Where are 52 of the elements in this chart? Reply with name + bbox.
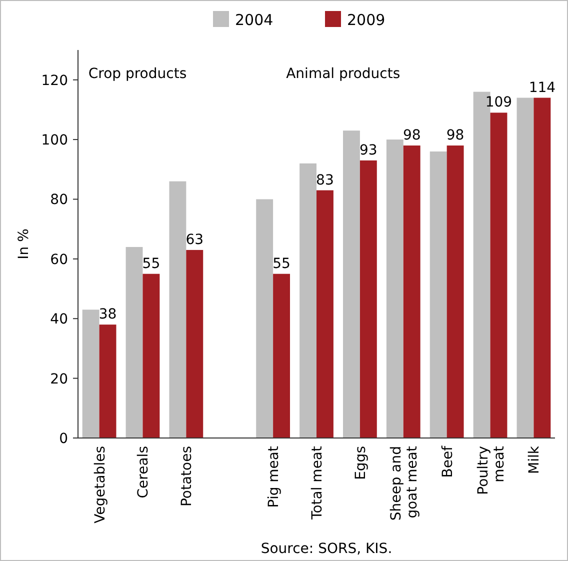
y-tick-label: 80 <box>50 192 68 208</box>
annotation: Animal products <box>286 66 400 82</box>
x-tick-label: Beef <box>440 444 456 478</box>
bar <box>142 274 160 438</box>
bar <box>169 181 186 438</box>
legend-label: 2009 <box>347 11 386 29</box>
bar <box>82 310 100 438</box>
bar <box>446 146 464 438</box>
bar <box>386 140 404 438</box>
x-tick-label: Potatoes <box>179 446 196 507</box>
y-tick-label: 100 <box>41 132 68 149</box>
bar <box>300 163 316 438</box>
bar <box>186 250 204 438</box>
bar <box>126 246 143 438</box>
x-tick-label: Eggs <box>352 446 369 480</box>
y-tick-label: 60 <box>50 252 68 268</box>
annotation: Crop products <box>88 66 187 82</box>
data-label: 83 <box>316 172 334 188</box>
bar <box>403 146 420 438</box>
y-axis-title: In % <box>16 228 32 260</box>
bar <box>316 190 334 438</box>
bar <box>360 160 377 438</box>
x-tick-label: Poultry meat <box>475 446 508 495</box>
x-tick-label: Milk <box>526 445 543 474</box>
data-label: 63 <box>186 232 204 248</box>
x-tick-label: Cereals <box>136 446 152 498</box>
legend-label: 2004 <box>235 11 274 29</box>
data-label: 38 <box>98 306 117 323</box>
bar <box>256 199 274 438</box>
data-label: 55 <box>272 256 290 272</box>
bar <box>343 130 360 438</box>
x-tick-label: Pig meat <box>266 445 282 508</box>
x-tick-label: Vegetables <box>92 446 108 524</box>
data-label: 55 <box>142 256 160 272</box>
data-label: 93 <box>360 142 378 158</box>
bar <box>99 324 116 438</box>
y-tick-label: 120 <box>41 72 68 89</box>
data-label: 109 <box>485 94 512 111</box>
bar <box>534 98 551 438</box>
bar <box>490 112 508 438</box>
data-label: 98 <box>402 128 421 144</box>
bar <box>516 98 534 438</box>
y-tick-label: 0 <box>59 431 68 447</box>
data-label: 114 <box>528 80 556 96</box>
x-tick-label: Total meat <box>310 445 326 520</box>
x-tick-label: Sheep and goat meat <box>388 445 420 521</box>
data-label: 98 <box>446 128 464 144</box>
source-note: Source: SORS, KIS. <box>260 541 392 557</box>
y-tick-label: 40 <box>50 312 68 328</box>
y-tick-label: 20 <box>50 371 68 388</box>
bar <box>430 151 447 438</box>
bar <box>273 274 290 438</box>
